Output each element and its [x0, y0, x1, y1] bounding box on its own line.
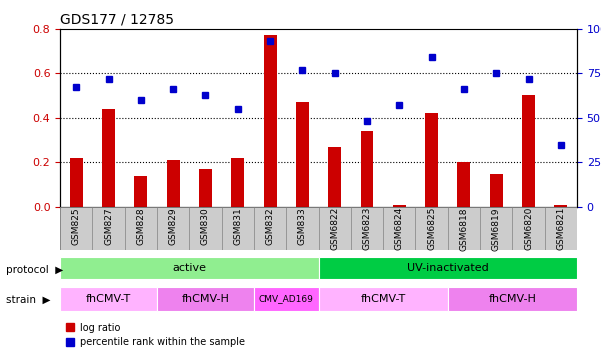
Legend: log ratio, percentile rank within the sample: log ratio, percentile rank within the sa… — [65, 323, 245, 347]
Bar — [135, 176, 147, 207]
Text: GDS177 / 12785: GDS177 / 12785 — [60, 12, 174, 26]
FancyBboxPatch shape — [254, 287, 319, 311]
Text: GSM6822: GSM6822 — [330, 207, 339, 250]
Bar — [457, 162, 471, 207]
Text: GSM6820: GSM6820 — [524, 207, 533, 250]
Text: GSM6823: GSM6823 — [362, 207, 371, 250]
Text: protocol  ▶: protocol ▶ — [6, 265, 63, 275]
Text: GSM830: GSM830 — [201, 207, 210, 245]
Text: GSM6819: GSM6819 — [492, 207, 501, 251]
Text: GSM6818: GSM6818 — [459, 207, 468, 251]
FancyBboxPatch shape — [448, 287, 577, 311]
Text: GSM6825: GSM6825 — [427, 207, 436, 250]
Bar — [70, 158, 83, 207]
Text: GSM825: GSM825 — [72, 207, 81, 245]
Text: GSM6824: GSM6824 — [395, 207, 404, 250]
Text: CMV_AD169: CMV_AD169 — [259, 295, 314, 303]
Text: GSM833: GSM833 — [298, 207, 307, 245]
Bar — [522, 95, 535, 207]
Text: GSM829: GSM829 — [169, 207, 178, 245]
Bar — [102, 109, 115, 207]
Text: strain  ▶: strain ▶ — [6, 295, 50, 305]
Bar — [490, 174, 502, 207]
Text: GSM828: GSM828 — [136, 207, 145, 245]
Bar — [264, 35, 276, 207]
Bar — [296, 102, 309, 207]
Text: fhCMV-T: fhCMV-T — [86, 294, 131, 304]
Bar — [425, 114, 438, 207]
FancyBboxPatch shape — [157, 287, 254, 311]
Text: fhCMV-H: fhCMV-H — [182, 294, 230, 304]
Bar — [393, 205, 406, 207]
FancyBboxPatch shape — [319, 256, 577, 279]
Text: GSM831: GSM831 — [233, 207, 242, 245]
Bar — [166, 160, 180, 207]
FancyBboxPatch shape — [60, 287, 157, 311]
FancyBboxPatch shape — [60, 256, 319, 279]
Bar — [554, 205, 567, 207]
Text: GSM832: GSM832 — [266, 207, 275, 245]
Text: fhCMV-H: fhCMV-H — [489, 294, 536, 304]
Text: GSM827: GSM827 — [104, 207, 113, 245]
Text: GSM6821: GSM6821 — [557, 207, 566, 250]
FancyBboxPatch shape — [60, 207, 577, 250]
Bar — [328, 147, 341, 207]
FancyBboxPatch shape — [319, 287, 448, 311]
Text: active: active — [172, 263, 206, 273]
Bar — [199, 169, 212, 207]
Text: fhCMV-T: fhCMV-T — [361, 294, 406, 304]
Bar — [361, 131, 373, 207]
Bar — [231, 158, 244, 207]
Text: UV-inactivated: UV-inactivated — [407, 263, 489, 273]
